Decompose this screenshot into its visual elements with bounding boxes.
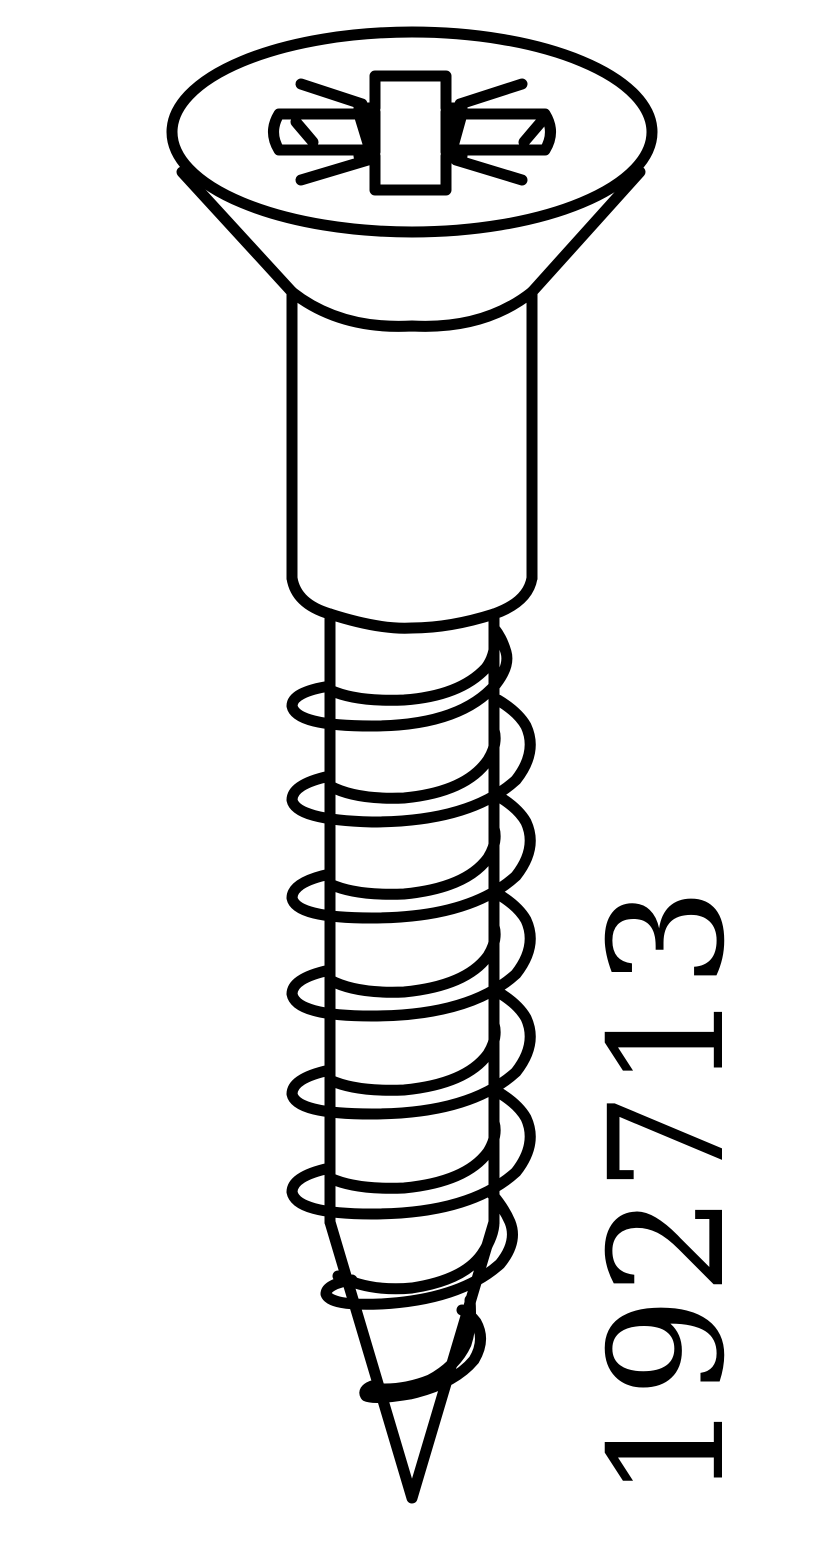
screw-shank [286,286,538,634]
screw-head [166,26,658,332]
screw-thread [286,622,536,1404]
pozidriv-recess-icon [268,70,556,196]
part-number-label: 192713 [576,885,760,1500]
screw-tip [324,1216,500,1504]
head-top-face [166,26,658,238]
